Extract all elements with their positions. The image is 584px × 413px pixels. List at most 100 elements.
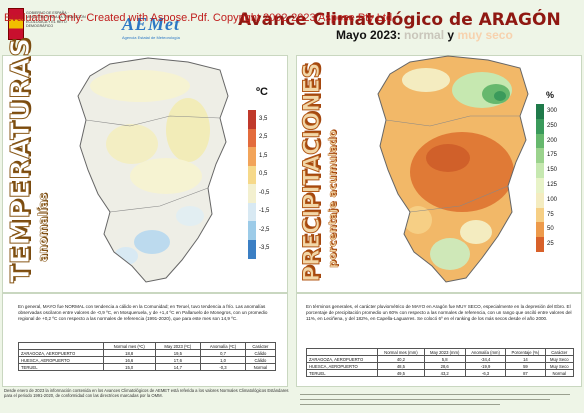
precipitation-legend-label: 200	[547, 137, 558, 144]
temperature-legend-swatch	[248, 239, 256, 259]
table-header-cell: Normal mes (mm)	[377, 348, 425, 356]
table-cell: 0,7	[200, 349, 246, 357]
precipitation-legend-swatch	[536, 118, 544, 135]
temperature-stations-table: Normal mes (ºC) May 2023 (ºC) Anomalía (…	[18, 342, 277, 371]
table-cell: 59	[505, 362, 546, 370]
temperature-anomaly-map	[77, 57, 229, 283]
temperature-legend-label: 3,5	[259, 115, 268, 122]
table-cell: Cálido	[244, 349, 277, 357]
table-cell: 87	[505, 369, 546, 377]
temperature-legend-swatch	[248, 184, 256, 203]
station-name: TERUEL	[305, 369, 379, 377]
temperature-legend-label: -3,5	[259, 245, 270, 252]
table-cell: 14	[505, 355, 546, 363]
precipitation-unit-label: %	[546, 90, 555, 100]
table-header-cell	[18, 342, 104, 350]
precipitation-legend-label: 150	[547, 167, 558, 174]
station-name: ZARAGOZA, AEROPUERTO	[18, 349, 104, 357]
table-cell: -19,9	[464, 362, 507, 370]
precipitation-legend-swatch	[536, 133, 544, 149]
precipitation-legend-swatch	[536, 104, 544, 120]
table-header-cell: May 2023 (ºC)	[154, 342, 202, 350]
temperature-legend-swatch	[248, 110, 256, 129]
station-name: TERUEL	[18, 363, 104, 371]
table-header-cell: Anomalía (ºC)	[200, 342, 246, 350]
table-row: ZARAGOZA, AEROPUERTO 40,2 5,8 -34,4 14 M…	[305, 355, 575, 363]
precipitation-legend-label: 50	[547, 226, 554, 233]
precipitation-legend-label: 125	[547, 181, 558, 188]
precipitation-summary-text: En términos generales, el carácter pluvi…	[306, 304, 572, 321]
aemet-logo: AEMet	[122, 14, 181, 34]
precipitation-legend-swatch	[536, 178, 544, 194]
station-name: HUESCA, AEROPUERTO	[305, 362, 379, 370]
precipitation-legend-label: 300	[547, 107, 558, 114]
table-header-row: Normal mes (mm) May 2023 (mm) Anomalía (…	[305, 348, 575, 356]
table-cell: 43,2	[423, 369, 466, 377]
precipitation-legend-swatch	[536, 237, 544, 253]
evaluation-watermark: Evaluation Only. Created with Aspose.Pdf…	[4, 12, 396, 24]
table-header-cell: Carácter	[544, 348, 575, 356]
fine-print-line	[300, 394, 570, 395]
precipitation-vertical-title: PRECIPITACIONES	[300, 62, 326, 282]
table-row: HUESCA, AEROPUERTO 48,5 28,6 -19,9 59 Mu…	[305, 362, 575, 370]
station-name: HUESCA, AEROPUERTO	[18, 356, 104, 364]
table-header-cell: Porcentaje (%)	[505, 348, 546, 356]
table-row: ZARAGOZA, AEROPUERTO 18,8 19,5 0,7 Cálid…	[18, 349, 277, 357]
table-cell: 19,5	[154, 349, 202, 357]
temperature-summary-panel	[2, 293, 288, 387]
temperature-vertical-subtitle: anomalías	[36, 193, 51, 262]
fine-print-line	[300, 399, 550, 400]
fine-print-line	[300, 404, 500, 405]
table-cell: 17,6	[154, 356, 202, 364]
temperature-legend-label: 0,5	[259, 171, 268, 178]
table-cell: 48,5	[377, 362, 425, 370]
title-month: Mayo 2023:	[336, 28, 401, 42]
title-seco: muy seco	[457, 28, 513, 42]
table-cell: -6,3	[464, 369, 507, 377]
precipitation-vertical-subtitle: porcentaje acumulado	[326, 129, 339, 269]
precipitation-legend-label: 75	[547, 211, 554, 218]
table-cell: 1,0	[200, 356, 246, 364]
page-subtitle: Mayo 2023: normal y muy seco	[336, 28, 513, 42]
precipitation-legend-swatch	[536, 222, 544, 238]
temperature-legend-swatch	[248, 202, 256, 222]
precipitation-legend-label: 25	[547, 241, 554, 248]
precipitation-legend-swatch	[536, 207, 544, 223]
table-header-cell: Normal mes (ºC)	[102, 342, 156, 350]
precipitation-legend-swatch	[536, 192, 544, 209]
precipitation-legend-swatch	[536, 148, 544, 164]
temperature-legend-swatch	[248, 165, 256, 185]
precipitation-percentage-map	[377, 55, 529, 283]
footer-note: Desde enero de 2023 la información conte…	[4, 388, 289, 398]
table-header-row: Normal mes (ºC) May 2023 (ºC) Anomalía (…	[18, 342, 277, 350]
temperature-legend-swatch	[248, 147, 256, 166]
precipitation-stations-table: Normal mes (mm) May 2023 (mm) Anomalía (…	[305, 348, 575, 377]
table-cell: 16,6	[102, 356, 156, 364]
title-normal: normal	[404, 28, 445, 42]
table-cell: 14,7	[154, 363, 202, 371]
table-cell: Normal	[544, 369, 575, 377]
table-cell: 49,5	[377, 369, 425, 377]
spain-coat-of-arms-icon	[8, 8, 24, 40]
table-row: TERUEL 49,5 43,2 -6,3 87 Normal	[305, 369, 575, 377]
precipitation-legend-label: 175	[547, 152, 558, 159]
temperature-legend-label: -2,5	[259, 226, 270, 233]
temperature-legend-swatch	[248, 128, 256, 148]
table-cell: 40,2	[377, 355, 425, 363]
precipitation-legend: 300 250 200 175 150 125 100 75 50 25	[536, 104, 576, 253]
table-cell: -34,4	[464, 355, 507, 363]
table-cell: Normal	[244, 363, 277, 371]
table-header-cell: Anomalía (mm)	[464, 348, 507, 356]
table-header-cell: May 2023 (mm)	[423, 348, 466, 356]
table-cell: -0,3	[200, 363, 246, 371]
government-label: GOBIERNO DE ESPAÑA · MINISTERIO PARA LA …	[26, 11, 86, 29]
precipitation-legend-label: 100	[547, 196, 558, 203]
table-cell: Muy Seco	[544, 362, 575, 370]
temperature-unit-label: ºC	[256, 86, 268, 98]
temperature-legend-label: 2,5	[259, 134, 268, 141]
table-row: HUESCA, AEROPUERTO 16,6 17,6 1,0 Cálido	[18, 356, 277, 364]
footer-fine-print	[300, 390, 580, 408]
station-name: ZARAGOZA, AEROPUERTO	[305, 355, 379, 363]
temperature-legend-label: -0,5	[259, 189, 270, 196]
table-cell: 28,6	[423, 362, 466, 370]
